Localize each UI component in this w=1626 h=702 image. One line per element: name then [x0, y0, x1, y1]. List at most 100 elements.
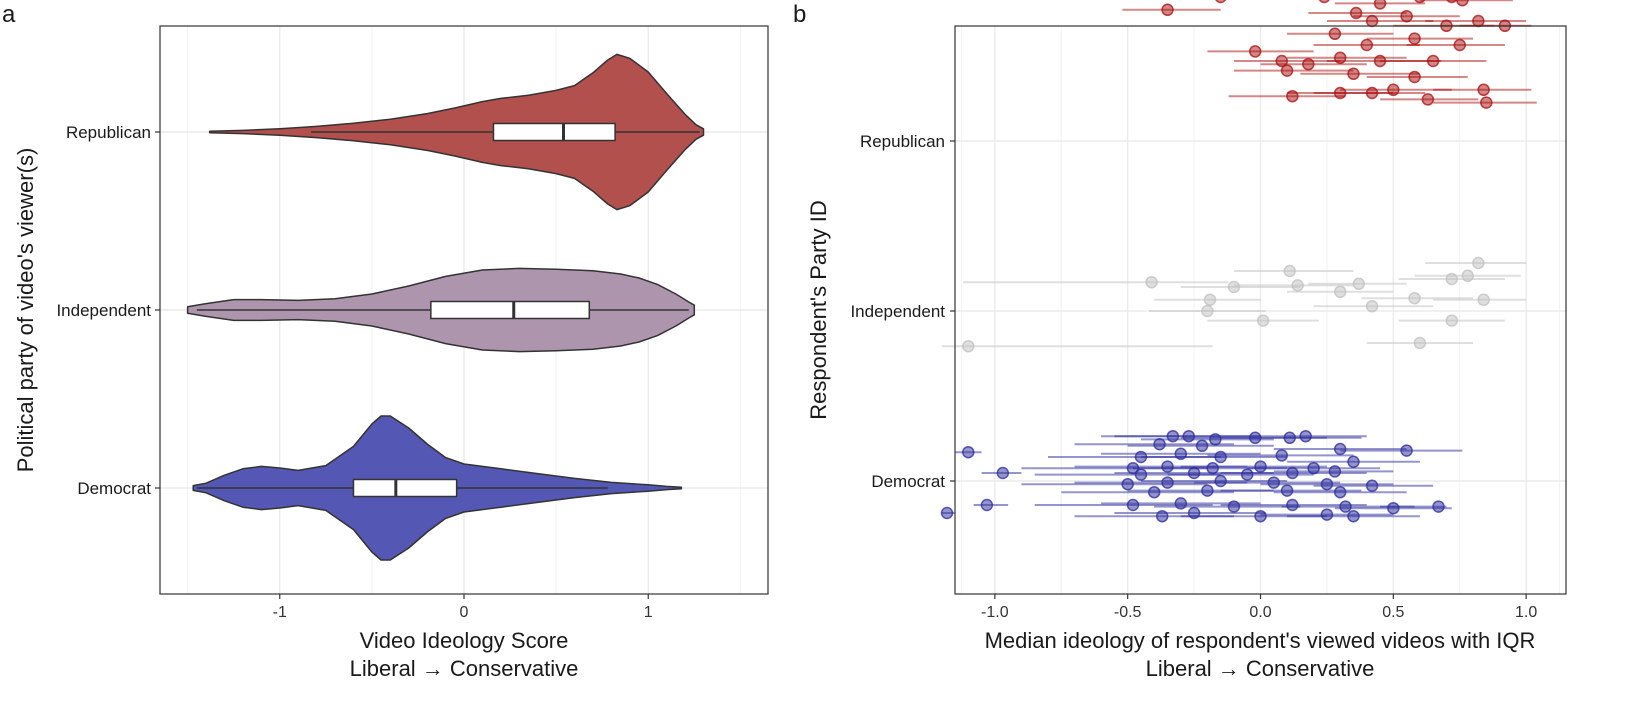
- b-y-tick-label: Republican: [860, 132, 945, 151]
- point-republican: [1328, 27, 1342, 41]
- b-x-axis-title-line2: Liberal → Conservative: [1146, 656, 1375, 681]
- iqr-box-independent: [430, 300, 591, 320]
- b-y-tick-label: Democrat: [871, 472, 945, 491]
- point-republican: [1426, 54, 1440, 68]
- a-x-tick-label: 1: [644, 604, 653, 621]
- point-democrat: [996, 466, 1010, 480]
- point-republican: [1360, 38, 1374, 52]
- point-independent: [1413, 336, 1427, 350]
- point-democrat: [1365, 479, 1379, 493]
- point-independent: [962, 339, 975, 353]
- point-republican: [1373, 0, 1387, 10]
- point-democrat: [1275, 449, 1289, 462]
- point-independent: [1352, 277, 1366, 291]
- point-republican: [1477, 83, 1490, 97]
- a-y-axis: Republican Independent Democrat: [56, 123, 160, 498]
- point-republican: [1365, 86, 1379, 100]
- point-democrat: [1187, 466, 1201, 480]
- a-y-axis-title: Political party of video's viewer(s): [13, 148, 38, 473]
- point-independent: [1445, 272, 1459, 286]
- point-democrat: [1254, 509, 1267, 523]
- point-independent: [1227, 280, 1241, 294]
- point-republican: [1480, 96, 1493, 109]
- point-democrat: [1134, 468, 1148, 481]
- point-democrat: [1320, 508, 1334, 521]
- b-y-axis-title: Respondent's Party ID: [806, 200, 831, 419]
- point-independent: [1145, 275, 1158, 289]
- iqr-box-republican: [492, 122, 616, 142]
- b-x-tick-label: -0.5: [1114, 604, 1142, 621]
- point-independent: [1201, 304, 1214, 318]
- a-y-tick-label: Independent: [56, 301, 151, 320]
- point-independent: [1472, 256, 1485, 270]
- point-republican: [1248, 45, 1262, 58]
- point-democrat: [1214, 474, 1227, 488]
- point-republican: [1456, 0, 1469, 7]
- point-democrat: [1347, 455, 1360, 469]
- point-democrat: [1240, 468, 1254, 481]
- point-democrat: [1286, 498, 1299, 512]
- a-x-tick-label: -1: [273, 604, 287, 621]
- b-x-tick-label: -1.0: [981, 604, 1009, 621]
- b-x-axis-title-line1: Median ideology of respondent's viewed v…: [985, 628, 1536, 653]
- point-democrat: [1347, 509, 1360, 523]
- point-democrat: [1432, 500, 1445, 513]
- point-republican: [1318, 0, 1330, 4]
- point-democrat: [1254, 460, 1267, 473]
- point-democrat: [1387, 501, 1400, 515]
- point-democrat: [1126, 498, 1140, 512]
- point-independent: [1291, 279, 1304, 292]
- point-independent: [1333, 285, 1347, 299]
- b-x-axis: -1.0 -0.5 0.0 0.5 1.0: [981, 594, 1537, 621]
- iqr-box-democrat: [352, 478, 458, 498]
- point-democrat: [1283, 431, 1296, 445]
- a-x-axis: -1 0 1: [273, 594, 653, 621]
- a-x-tick-label: 0: [460, 604, 469, 621]
- point-republican: [1408, 70, 1421, 84]
- point-democrat: [1400, 444, 1413, 457]
- a-y-tick-label: Democrat: [77, 479, 151, 498]
- point-independent: [1203, 293, 1217, 307]
- b-y-axis: Republican Independent Democrat: [850, 132, 955, 491]
- point-independent: [1256, 314, 1270, 327]
- point-republican: [1421, 93, 1435, 106]
- point-democrat: [1227, 500, 1241, 513]
- point-democrat: [1267, 476, 1281, 489]
- point-democrat: [1161, 476, 1174, 489]
- a-x-axis-title-line2: Liberal → Conservative: [350, 656, 579, 681]
- point-republican: [1347, 67, 1360, 81]
- b-x-tick-label: 1.0: [1515, 604, 1537, 621]
- point-democrat: [1339, 500, 1352, 513]
- point-democrat: [1320, 477, 1334, 491]
- a-x-axis-title-line1: Video Ideology Score: [360, 628, 569, 653]
- point-republican: [1286, 89, 1299, 103]
- panel-b-letter: b: [793, 1, 806, 28]
- panel-a: a Republican Independent Democrat -1 0 1 Vid…: [2, 1, 769, 681]
- point-republican: [1161, 3, 1174, 17]
- a-y-tick-label: Republican: [66, 123, 151, 142]
- point-independent: [1408, 291, 1421, 305]
- point-democrat: [1121, 477, 1134, 491]
- point-democrat: [1286, 466, 1299, 480]
- a-violins: [186, 53, 705, 561]
- point-democrat: [962, 445, 975, 459]
- point-democrat: [1161, 460, 1174, 473]
- point-independent: [1365, 299, 1379, 313]
- point-democrat: [1328, 465, 1342, 478]
- point-republican: [1280, 64, 1294, 77]
- point-democrat: [1195, 439, 1209, 453]
- point-independent: [1445, 314, 1459, 327]
- point-democrat: [1153, 437, 1166, 451]
- point-republican: [1302, 57, 1315, 71]
- point-democrat: [1214, 450, 1227, 464]
- point-democrat: [1280, 484, 1294, 497]
- point-democrat: [1147, 485, 1161, 499]
- point-democrat: [1299, 429, 1312, 443]
- point-republican: [1453, 38, 1466, 52]
- panel-b: b Republican Independent Democrat -1.0 -0.5…: [793, 0, 1567, 681]
- b-points: [940, 0, 1537, 523]
- b-x-tick-label: 0.5: [1382, 604, 1404, 621]
- point-republican: [1408, 32, 1421, 45]
- point-independent: [1477, 293, 1490, 307]
